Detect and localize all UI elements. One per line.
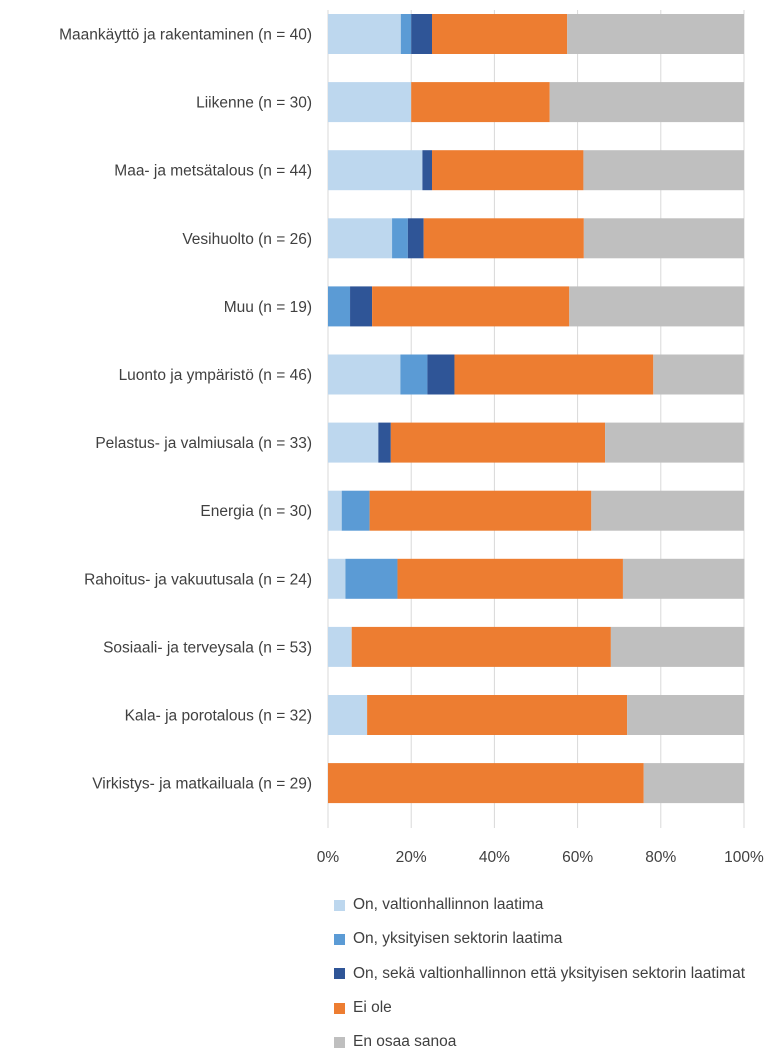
category-label: Sosiaali- ja terveysala (n = 53) [103,639,312,656]
bar-segment [328,150,423,191]
bar-segment [427,354,455,395]
bar-segment [328,695,368,735]
bar-segment [400,14,412,54]
bar-segment [583,150,744,191]
bar-segment [328,763,644,804]
x-tick-label: 60% [562,849,593,866]
category-label: Maankäyttö ja rakentaminen (n = 40) [59,27,312,44]
bars [328,14,745,804]
legend-label: On, valtionhallinnon laatima [353,896,544,914]
legend-swatch [334,933,345,945]
stacked-bar-chart: Maankäyttö ja rakentaminen (n = 40) Liike… [59,10,764,866]
legend-swatch [334,968,345,980]
bar-segment [432,14,568,54]
legend-item: On, valtionhallinnon laatima [334,888,745,922]
bar-segment [411,14,432,54]
legend-item: On, sekä valtionhallinnon että yksityise… [334,957,745,991]
bar-segment [622,558,745,599]
bar-segment [350,286,373,327]
bar-segment [583,218,744,259]
category-label: Virkistys- ja matkailuala (n = 29) [92,776,312,793]
legend-swatch [334,1036,345,1048]
bar-segment [591,490,744,531]
legend-swatch [334,899,345,911]
bar-segment [328,82,412,123]
bar-segment [627,695,744,735]
bar-segment [400,354,428,395]
bar-segment [605,422,744,463]
bar-segment [328,218,393,259]
legend-swatch [334,1002,345,1014]
legend-item: Ei ole [334,991,745,1025]
bar-segment [328,626,352,667]
bar-segment [432,150,584,191]
bar-segment [454,354,654,395]
bar-segment [328,558,346,599]
category-label: Vesihuolto (n = 26) [182,231,312,248]
category-label: Liikenne (n = 30) [196,95,312,112]
bar-segment [549,82,744,123]
x-tick-label: 100% [724,849,764,866]
x-tick-labels: 0% 20% 40% 60% 80% 100% [317,849,764,866]
legend-label: On, yksityisen sektorin laatima [353,930,563,948]
legend-label: Ei ole [353,999,392,1017]
legend-label: On, sekä valtionhallinnon että yksityise… [353,964,746,982]
bar-segment [423,218,584,259]
bar-segment [328,422,379,463]
bar-segment [411,82,550,123]
bar-segment [390,422,606,463]
legend-item: On, yksityisen sektorin laatima [334,922,745,956]
bar-segment [610,626,745,667]
category-label: Luonto ja ympäristö (n = 46) [119,367,312,384]
x-tick-label: 80% [645,849,676,866]
bar-segment [367,695,628,735]
x-tick-label: 20% [396,849,427,866]
category-label: Maa- ja metsätalous (n = 44) [114,163,312,180]
category-label: Energia (n = 30) [200,503,312,520]
bar-segment [392,218,408,259]
bar-segment [397,558,623,599]
category-label: Kala- ja porotalous (n = 32) [125,708,312,725]
x-tick-label: 0% [317,849,340,866]
bar-segment [407,218,424,259]
bar-segment [328,286,351,327]
category-label: Pelastus- ja valmiusala (n = 33) [95,435,312,452]
legend-item: En osaa sanoa [334,1025,745,1059]
gridlines [327,10,745,828]
bar-segment [345,558,398,599]
legend: On, valtionhallinnon laatima On, yksityis… [334,888,745,1059]
bar-segment [341,490,370,531]
bar-segment [653,354,744,395]
bar-segment [567,14,744,54]
x-tick-label: 40% [479,849,510,866]
bar-segment [372,286,570,327]
bar-segment [369,490,592,531]
bar-segment [328,490,342,531]
bar-segment [422,150,432,191]
bar-segment [378,422,391,463]
legend-label: En osaa sanoa [353,1033,457,1051]
bar-segment [643,763,744,804]
bar-segment [328,354,401,395]
category-label: Rahoitus- ja vakuutusala (n = 24) [84,571,312,588]
bar-segment [351,626,611,667]
bar-segment [328,14,401,54]
category-label: Muu (n = 19) [224,299,312,316]
bar-segment [569,286,745,327]
category-labels: Maankäyttö ja rakentaminen (n = 40) Liike… [59,27,312,793]
